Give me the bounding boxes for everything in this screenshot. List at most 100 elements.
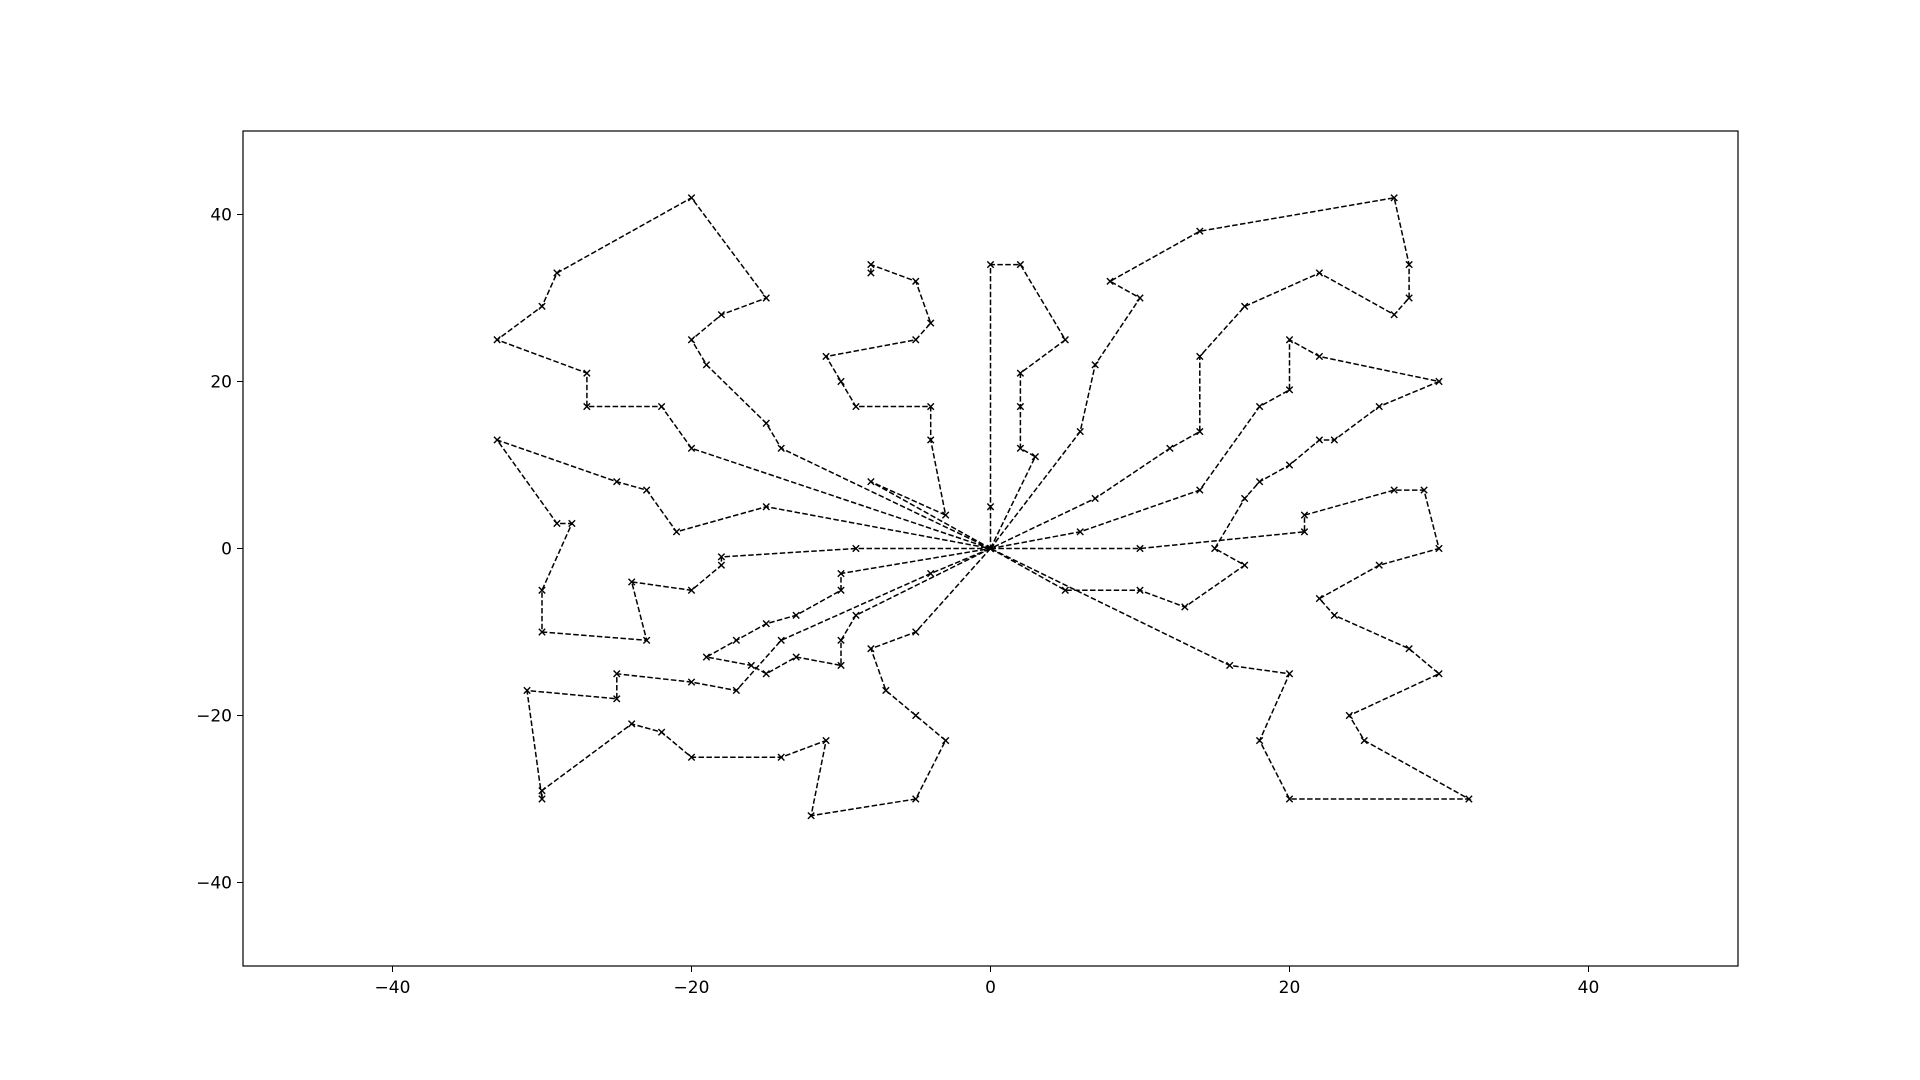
data-point-marker (762, 419, 770, 427)
data-point-marker (762, 619, 770, 628)
x-axis: −40 −20 0 20 40 (375, 966, 1599, 998)
data-point-marker (702, 653, 711, 661)
data-point-marker (867, 269, 875, 277)
data-point-marker (747, 661, 755, 670)
data-point-marker (687, 336, 696, 344)
data-point-marker (1016, 444, 1025, 452)
data-point-marker (792, 611, 800, 619)
y-tick-label: 40 (210, 206, 232, 226)
data-point-marker (1076, 427, 1084, 436)
data-point-marker (912, 711, 920, 720)
data-point-marker (1315, 352, 1324, 361)
data-point-marker (538, 786, 546, 795)
data-point-marker (687, 444, 696, 452)
x-tick-label: −20 (674, 978, 710, 998)
data-point-marker (672, 528, 681, 536)
data-point-marker (1240, 494, 1249, 503)
data-point-marker (538, 628, 546, 636)
series-line-8 (704, 547, 991, 675)
data-point-marker (762, 503, 770, 511)
data-point-marker (1390, 486, 1398, 494)
data-point-marker (717, 561, 726, 569)
data-point-marker (538, 795, 546, 803)
data-point-marker (1285, 461, 1294, 469)
data-point-marker (613, 670, 621, 678)
series-layer (495, 196, 1472, 817)
data-point-marker (927, 402, 935, 411)
data-point-marker (1255, 736, 1264, 745)
data-point-marker (1091, 361, 1099, 369)
data-point-marker (657, 402, 666, 411)
data-point-marker (1285, 795, 1294, 803)
data-point-marker (1345, 711, 1353, 720)
y-tick-label: −40 (196, 874, 232, 894)
data-point-marker (1405, 260, 1413, 269)
data-point-marker (1076, 528, 1084, 536)
data-point-marker (1285, 670, 1294, 678)
data-point-marker (687, 678, 696, 686)
data-point-marker (1300, 511, 1309, 519)
y-tick-label: −20 (196, 707, 232, 727)
data-point-marker (523, 686, 531, 695)
data-point-marker (1196, 486, 1204, 494)
data-point-marker (912, 336, 920, 344)
data-point-marker (493, 436, 501, 444)
data-point-marker (1196, 352, 1204, 361)
series-line-6 (990, 489, 1472, 800)
series-line-3 (989, 263, 1067, 549)
data-point-marker (941, 511, 950, 519)
data-point-marker (553, 519, 561, 528)
data-point-marker (852, 402, 860, 411)
data-point-marker (837, 586, 845, 594)
data-point-marker (927, 436, 935, 444)
data-point-marker (538, 586, 546, 594)
data-point-marker (1255, 478, 1264, 486)
data-point-marker (986, 544, 995, 553)
data-point-marker (1061, 586, 1069, 594)
data-point-marker (1405, 294, 1413, 302)
data-point-marker (1016, 260, 1025, 269)
data-point-marker (777, 444, 785, 452)
data-point-marker (1016, 369, 1025, 377)
y-tick-label: 20 (210, 373, 232, 393)
data-point-marker (732, 686, 741, 695)
series-line-2 (824, 263, 991, 550)
series-line-1 (495, 196, 991, 550)
data-point-marker (1315, 436, 1324, 444)
data-point-marker (687, 586, 696, 594)
data-point-marker (1211, 544, 1219, 553)
data-point-marker (1390, 311, 1398, 319)
data-point-marker (1375, 561, 1383, 569)
data-point-marker (837, 569, 845, 578)
data-point-marker (1435, 670, 1443, 678)
data-point-marker (777, 636, 785, 645)
series-line-5 (990, 338, 1442, 608)
x-tick-label: −40 (375, 978, 411, 998)
data-point-marker (657, 728, 666, 736)
data-point-marker (852, 611, 860, 619)
marker-layer (493, 194, 1473, 820)
data-point-marker (1196, 427, 1204, 436)
data-point-marker (1435, 544, 1443, 553)
data-point-marker (1405, 645, 1413, 653)
data-point-marker (642, 486, 651, 494)
data-point-marker (1181, 603, 1189, 611)
data-point-marker (1136, 544, 1144, 553)
data-point-marker (927, 319, 935, 327)
data-point-marker (1255, 402, 1264, 411)
data-point-marker (702, 361, 711, 369)
data-point-marker (1285, 386, 1294, 394)
data-point-marker (583, 369, 591, 377)
data-point-marker (912, 795, 920, 803)
data-point-marker (882, 686, 890, 695)
series-line-7 (526, 547, 992, 817)
data-point-marker (986, 260, 995, 269)
data-point-marker (687, 753, 696, 761)
data-point-marker (1285, 336, 1294, 344)
data-point-marker (717, 553, 726, 561)
data-point-marker (1315, 269, 1324, 277)
data-point-marker (493, 336, 501, 344)
data-point-marker (1166, 444, 1174, 452)
data-point-marker (912, 628, 920, 636)
